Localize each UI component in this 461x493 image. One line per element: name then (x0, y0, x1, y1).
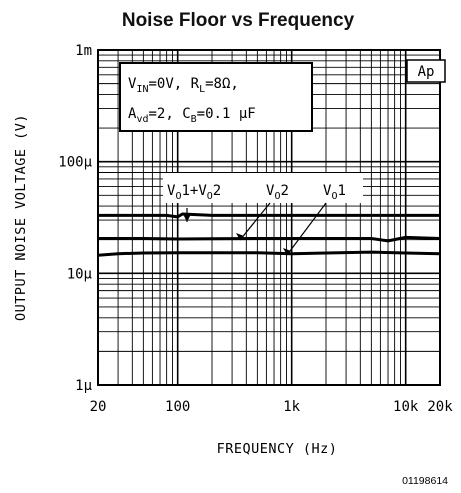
y-tick-label: 100µ (58, 155, 92, 171)
x-tick-label: 100 (165, 399, 190, 415)
y-tick-label: 1m (75, 43, 92, 59)
arrowhead-vo1-vo2 (183, 214, 191, 222)
y-tick-label: 1µ (75, 378, 92, 394)
figure-id: 01198614 (402, 475, 448, 487)
arrow-vo1 (286, 202, 327, 256)
x-tick-label: 1k (283, 399, 300, 415)
legend-label-vo1-vo2: VO1+VO2 (167, 183, 221, 202)
conditions-line-2: Avd=2, CB=0.1 µF (128, 106, 256, 125)
series-legend-labels: VO1+VO2 VO2 VO1 (163, 173, 363, 256)
ap-badge: Ap (406, 59, 446, 83)
arrow-vo2 (239, 202, 271, 241)
legend-label-backing (163, 173, 363, 203)
y-tick-label: 10µ (67, 266, 93, 282)
legend-label-vo1: VO1 (323, 183, 346, 202)
plot-frame (97, 49, 441, 386)
x-axis-label: FREQUENCY (Hz) (217, 441, 338, 457)
series-line-v-o2 (98, 235, 441, 243)
arrowhead-vo2 (236, 233, 244, 240)
series-layer (97, 212, 441, 257)
conditions-box: VIN=0V, RL=8Ω, Avd=2, CB=0.1 µF (119, 62, 313, 132)
ap-badge-text: Ap (418, 64, 435, 80)
conditions-line-1: VIN=0V, RL=8Ω, (128, 76, 239, 95)
chart-title: Noise Floor vs Frequency (122, 10, 355, 31)
ap-badge-frame (406, 59, 446, 83)
arrowhead-vo1 (283, 248, 291, 255)
x-tick-label: 20k (427, 399, 453, 415)
x-tick-label: 20 (90, 399, 107, 415)
conditions-box-frame (119, 62, 313, 132)
series-line-v-o1-v-o2 (98, 212, 440, 219)
series-line-v-o1 (97, 250, 441, 257)
x-tick-label: 10k (393, 399, 419, 415)
y-axis-label: OUTPUT NOISE VOLTAGE (V) (13, 114, 29, 321)
legend-label-vo2: VO2 (266, 183, 289, 202)
y-tick-labels: 1m 100µ 10µ 1µ (58, 43, 92, 394)
x-tick-labels: 20 100 1k 10k 20k (90, 399, 454, 415)
